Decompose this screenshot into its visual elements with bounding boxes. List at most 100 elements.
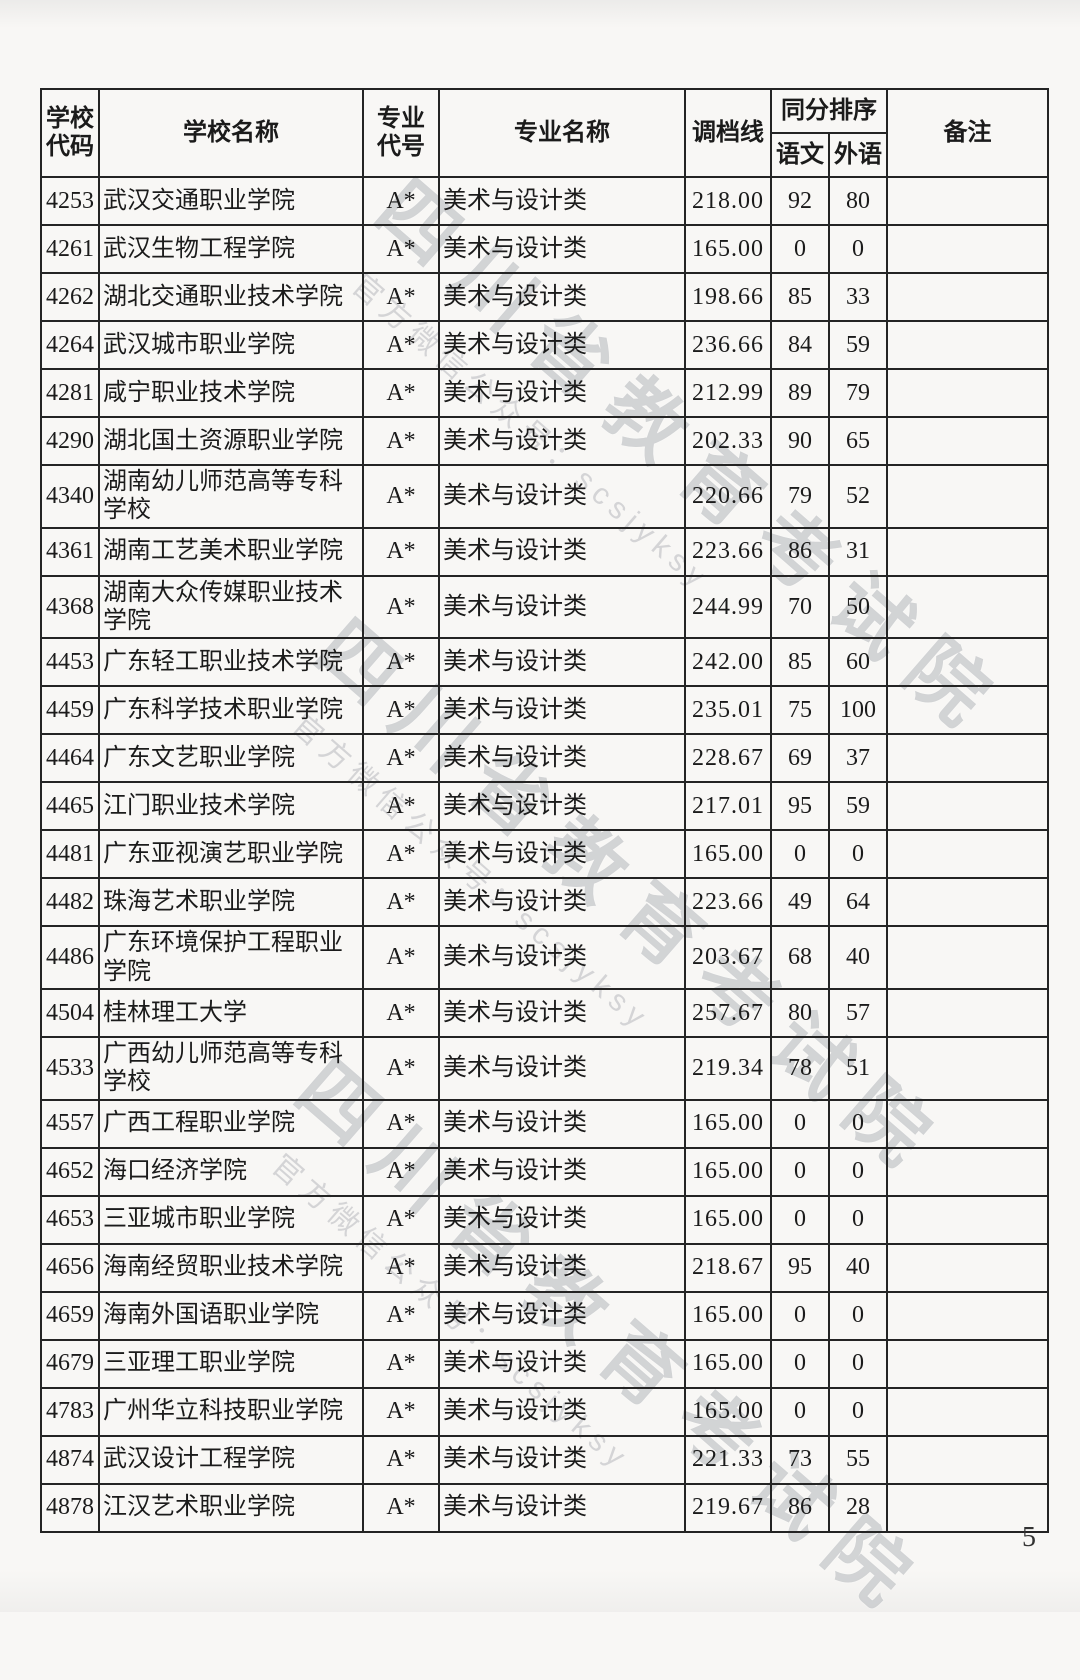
score-line-cell: 165.00 — [684, 1290, 772, 1341]
header-foreign-lang: 外语 — [828, 132, 888, 178]
score-line-cell: 165.00 — [684, 1098, 772, 1149]
foreign-lang-score-cell: 59 — [828, 781, 888, 832]
header-tie-break: 同分排序 — [770, 88, 888, 134]
remark-cell — [886, 1338, 1049, 1389]
chinese-score-cell: 73 — [770, 1434, 830, 1485]
foreign-lang-score-cell: 50 — [828, 574, 888, 640]
major-name-cell: 美术与设计类 — [438, 1434, 686, 1485]
school-code-cell: 4453 — [40, 637, 100, 688]
chinese-score-cell: 0 — [770, 1146, 830, 1197]
school-name-cell: 海南外国语职业学院 — [98, 1290, 364, 1341]
major-code-cell: A* — [362, 987, 440, 1038]
table-row: 4262 湖北交通职业技术学院 A* 美术与设计类 198.66 85 33 — [40, 272, 1049, 322]
major-code-cell: A* — [362, 464, 440, 529]
remark-cell — [886, 1146, 1049, 1197]
major-code-cell: A* — [362, 925, 440, 990]
major-code-cell: A* — [362, 1338, 440, 1389]
major-name-cell: 美术与设计类 — [438, 1338, 686, 1389]
chinese-score-cell: 85 — [770, 272, 830, 322]
foreign-lang-score-cell: 0 — [828, 1386, 888, 1437]
score-line-cell: 236.66 — [684, 320, 772, 370]
major-name-cell: 美术与设计类 — [438, 987, 686, 1038]
foreign-lang-score-cell: 0 — [828, 829, 888, 880]
school-name-cell: 海南经贸职业技术学院 — [98, 1242, 364, 1293]
chinese-score-cell: 0 — [770, 1194, 830, 1245]
major-name-cell: 美术与设计类 — [438, 1194, 686, 1245]
table-row: 4465 江门职业技术学院 A* 美术与设计类 217.01 95 59 — [40, 781, 1049, 832]
table-row: 4340 湖南幼儿师范高等专科学校 A* 美术与设计类 220.66 79 52 — [40, 464, 1049, 529]
score-line-cell: 221.33 — [684, 1434, 772, 1485]
score-line-cell: 218.00 — [684, 176, 772, 226]
table-row: 4486 广东环境保护工程职业学院 A* 美术与设计类 203.67 68 40 — [40, 925, 1049, 990]
major-name-cell: 美术与设计类 — [438, 320, 686, 370]
school-code-cell: 4659 — [40, 1290, 100, 1341]
table-row: 4361 湖南工艺美术职业学院 A* 美术与设计类 223.66 86 31 — [40, 526, 1049, 577]
school-name-cell: 海口经济学院 — [98, 1146, 364, 1197]
remark-cell — [886, 987, 1049, 1038]
school-name-cell: 湖南工艺美术职业学院 — [98, 526, 364, 577]
major-name-cell: 美术与设计类 — [438, 224, 686, 274]
score-line-cell: 218.67 — [684, 1242, 772, 1293]
score-line-cell: 202.33 — [684, 416, 772, 466]
chinese-score-cell: 69 — [770, 733, 830, 784]
school-code-cell: 4361 — [40, 526, 100, 577]
school-code-cell: 4874 — [40, 1434, 100, 1485]
chinese-score-cell: 0 — [770, 1386, 830, 1437]
foreign-lang-score-cell: 0 — [828, 1098, 888, 1149]
foreign-lang-score-cell: 52 — [828, 464, 888, 529]
score-line-cell: 165.00 — [684, 224, 772, 274]
admission-score-table: 学校代码 学校名称 专业代号 专业名称 调档线 同分排序 备注 语文 外语 42… — [40, 88, 1049, 1533]
score-line-cell: 228.67 — [684, 733, 772, 784]
school-name-cell: 广东科学技术职业学院 — [98, 685, 364, 736]
major-name-cell: 美术与设计类 — [438, 176, 686, 226]
major-name-cell: 美术与设计类 — [438, 368, 686, 418]
remark-cell — [886, 272, 1049, 322]
major-name-cell: 美术与设计类 — [438, 1290, 686, 1341]
major-name-cell: 美术与设计类 — [438, 416, 686, 466]
chinese-score-cell: 90 — [770, 416, 830, 466]
foreign-lang-score-cell: 60 — [828, 637, 888, 688]
major-code-cell: A* — [362, 733, 440, 784]
school-code-cell: 4264 — [40, 320, 100, 370]
major-code-cell: A* — [362, 368, 440, 418]
major-name-cell: 美术与设计类 — [438, 733, 686, 784]
school-name-cell: 江门职业技术学院 — [98, 781, 364, 832]
chinese-score-cell: 68 — [770, 925, 830, 990]
major-code-cell: A* — [362, 272, 440, 322]
foreign-lang-score-cell: 79 — [828, 368, 888, 418]
score-line-cell: 203.67 — [684, 925, 772, 990]
foreign-lang-score-cell: 37 — [828, 733, 888, 784]
school-code-cell: 4262 — [40, 272, 100, 322]
major-code-cell: A* — [362, 1434, 440, 1485]
school-code-cell: 4504 — [40, 987, 100, 1038]
table-row: 4653 三亚城市职业学院 A* 美术与设计类 165.00 0 0 — [40, 1194, 1049, 1245]
header-school-code: 学校代码 — [40, 88, 100, 178]
table-row: 4453 广东轻工职业技术学院 A* 美术与设计类 242.00 85 60 — [40, 637, 1049, 688]
school-code-cell: 4481 — [40, 829, 100, 880]
school-name-cell: 武汉设计工程学院 — [98, 1434, 364, 1485]
remark-cell — [886, 574, 1049, 640]
major-name-cell: 美术与设计类 — [438, 1146, 686, 1197]
table-row: 4659 海南外国语职业学院 A* 美术与设计类 165.00 0 0 — [40, 1290, 1049, 1341]
chinese-score-cell: 79 — [770, 464, 830, 529]
major-code-cell: A* — [362, 1035, 440, 1101]
score-line-cell: 165.00 — [684, 1386, 772, 1437]
table-row: 4783 广州华立科技职业学院 A* 美术与设计类 165.00 0 0 — [40, 1386, 1049, 1437]
table-row: 4368 湖南大众传媒职业技术学院 A* 美术与设计类 244.99 70 50 — [40, 574, 1049, 640]
major-code-cell: A* — [362, 574, 440, 640]
chinese-score-cell: 95 — [770, 781, 830, 832]
school-code-cell: 4486 — [40, 925, 100, 990]
chinese-score-cell: 86 — [770, 526, 830, 577]
remark-cell — [886, 1386, 1049, 1437]
chinese-score-cell: 89 — [770, 368, 830, 418]
remark-cell — [886, 368, 1049, 418]
table-row: 4656 海南经贸职业技术学院 A* 美术与设计类 218.67 95 40 — [40, 1242, 1049, 1293]
chinese-score-cell: 70 — [770, 574, 830, 640]
chinese-score-cell: 0 — [770, 1098, 830, 1149]
school-code-cell: 4679 — [40, 1338, 100, 1389]
major-code-cell: A* — [362, 526, 440, 577]
major-name-cell: 美术与设计类 — [438, 685, 686, 736]
table-row: 4253 武汉交通职业学院 A* 美术与设计类 218.00 92 80 — [40, 176, 1049, 226]
remark-cell — [886, 1194, 1049, 1245]
remark-cell — [886, 781, 1049, 832]
